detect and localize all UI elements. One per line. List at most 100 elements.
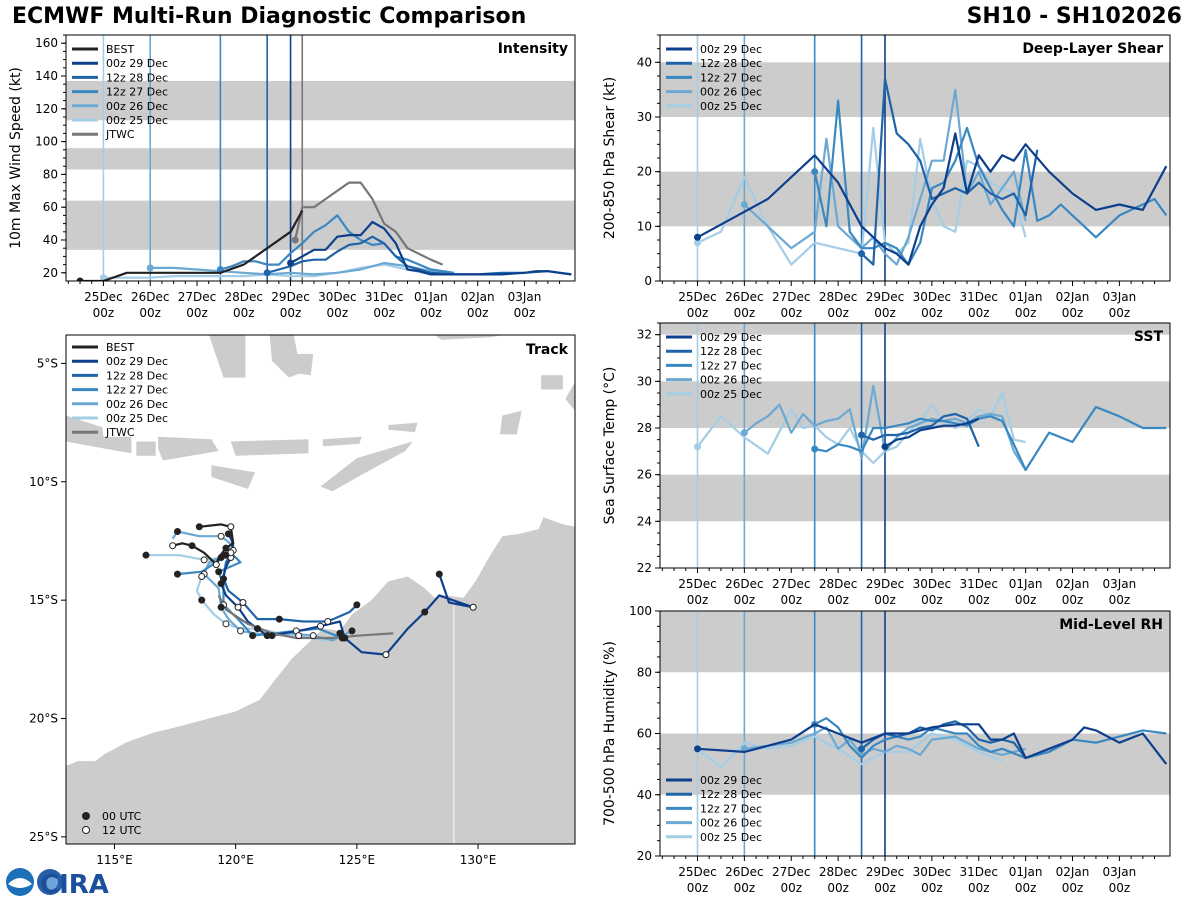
track-marker: [421, 608, 429, 616]
track-marker: [222, 620, 230, 628]
x-tick-sublabel: 00z: [1062, 593, 1084, 607]
storm-id-label: SH10 - SH102026: [966, 4, 1182, 29]
x-tick-sublabel: 00z: [327, 306, 349, 320]
y-tick-label: 30: [637, 110, 652, 124]
y-tick-label: 100: [35, 135, 58, 149]
y-tick-label: 32: [637, 328, 652, 342]
legend-label: 00z 25 Dec: [700, 831, 762, 844]
track-marker: [469, 603, 477, 611]
panel-title: Mid-Level RH: [1059, 617, 1163, 633]
x-tick-label: 25Dec: [678, 290, 717, 304]
series-line: [861, 412, 980, 448]
legend-label: 00z 26 Dec: [106, 398, 168, 411]
series-line: [814, 717, 1167, 760]
track-marker: [198, 572, 206, 580]
bali-land: [102, 436, 132, 454]
x-tick-label: 27Dec: [772, 865, 811, 879]
lat-label: 5°S: [37, 356, 58, 370]
legend-label: JTWC: [105, 128, 135, 141]
x-tick-label: 27Dec: [772, 290, 811, 304]
series-line: [743, 384, 1027, 471]
x-tick-sublabel: 00z: [874, 881, 896, 895]
legend-label: 12z 28 Dec: [106, 369, 168, 382]
track-marker: [295, 632, 303, 640]
track-marker: [324, 617, 332, 625]
page-title: ECMWF Multi-Run Diagnostic Comparison: [12, 4, 527, 29]
lon-label: 130°E: [460, 853, 497, 867]
track-marker: [268, 632, 276, 640]
x-tick-label: 27Dec: [772, 577, 811, 591]
series-start-marker: [291, 236, 299, 244]
x-tick-label: 28Dec: [819, 577, 858, 591]
x-tick-sublabel: 00z: [1015, 306, 1037, 320]
y-tick-label: 60: [43, 200, 58, 214]
series-line: [294, 181, 444, 266]
series-start-marker: [740, 200, 748, 208]
legend-label: 12z 28 Dec: [106, 71, 168, 84]
x-tick-label: 26Dec: [725, 865, 764, 879]
x-tick-label: 02Jan: [461, 290, 495, 304]
legend-label: 12z 27 Dec: [700, 359, 762, 372]
x-tick-sublabel: 00z: [874, 593, 896, 607]
track-marker: [220, 575, 228, 583]
x-tick-sublabel: 00z: [827, 881, 849, 895]
x-tick-sublabel: 00z: [780, 881, 802, 895]
y-tick-label: 20: [637, 165, 652, 179]
legend-label: 00z 25 Dec: [106, 412, 168, 425]
series-line: [860, 77, 1039, 266]
track-marker: [188, 542, 196, 550]
sumbawa-land: [158, 436, 219, 461]
y-tick-label: 140: [35, 69, 58, 83]
lat-label: 15°S: [29, 593, 58, 607]
x-tick-label: 03Jan: [1102, 865, 1136, 879]
legend-label: JTWC: [105, 426, 135, 439]
series-start-marker: [881, 443, 889, 451]
x-tick-label: 28Dec: [819, 290, 858, 304]
x-tick-label: 01Jan: [1009, 865, 1043, 879]
x-tick-sublabel: 00z: [874, 306, 896, 320]
panel-title: Intensity: [498, 41, 568, 57]
lon-label: 120°E: [217, 853, 254, 867]
series-line: [814, 405, 1167, 472]
track-marker: [234, 603, 242, 611]
x-tick-sublabel: 00z: [921, 593, 943, 607]
legend-label: 12z 28 Dec: [700, 345, 762, 358]
y-axis-label: Sea Surface Temp (°C): [602, 367, 618, 525]
y-axis-label: 200-850 hPa Shear (kt): [602, 77, 618, 239]
x-tick-label: 27Dec: [178, 290, 217, 304]
legend-label: 12z 27 Dec: [106, 384, 168, 397]
track-marker: [353, 601, 361, 609]
legend-label: 00z 29 Dec: [700, 43, 762, 56]
legend-label: 12 UTC: [102, 824, 142, 837]
y-axis-label: 10m Max Wind Speed (kt): [8, 67, 24, 249]
panel-intensity: 20 40 60 80 100 120 140 160 25Dec 00z 26Dec 00z 27De…: [8, 34, 576, 320]
y-tick-label: 80: [637, 665, 652, 679]
series-start-marker: [287, 259, 295, 267]
series-group: [694, 77, 1168, 266]
track-marker: [217, 532, 225, 540]
tanimbar-land: [499, 410, 522, 435]
x-tick-label: 29Dec: [866, 865, 905, 879]
series-start-marker: [811, 445, 819, 453]
series-group: [694, 717, 1168, 769]
track-marker: [198, 596, 206, 604]
track-marker: [195, 523, 203, 531]
x-tick-sublabel: 00z: [1109, 593, 1131, 607]
x-tick-label: 29Dec: [271, 290, 310, 304]
x-tick-label: 03Jan: [1102, 290, 1136, 304]
series-start-marker: [694, 745, 701, 753]
x-tick-sublabel: 00z: [1062, 881, 1084, 895]
x-tick-sublabel: 00z: [734, 881, 756, 895]
x-tick-label: 01Jan: [1009, 577, 1043, 591]
x-tick-label: 26Dec: [725, 577, 764, 591]
x-tick-label: 28Dec: [819, 865, 858, 879]
legend-label: 00z 26 Dec: [700, 374, 762, 387]
shade-band: [660, 474, 1170, 522]
sumba-land: [211, 465, 256, 489]
track-marker: [217, 603, 225, 611]
legend-label: 00z 29 Dec: [106, 57, 168, 70]
x-tick-label: 29Dec: [866, 290, 905, 304]
y-tick-label: 120: [35, 102, 58, 116]
legend-label: 00z 25 Dec: [700, 388, 762, 401]
x-tick-label: 01Jan: [414, 290, 448, 304]
